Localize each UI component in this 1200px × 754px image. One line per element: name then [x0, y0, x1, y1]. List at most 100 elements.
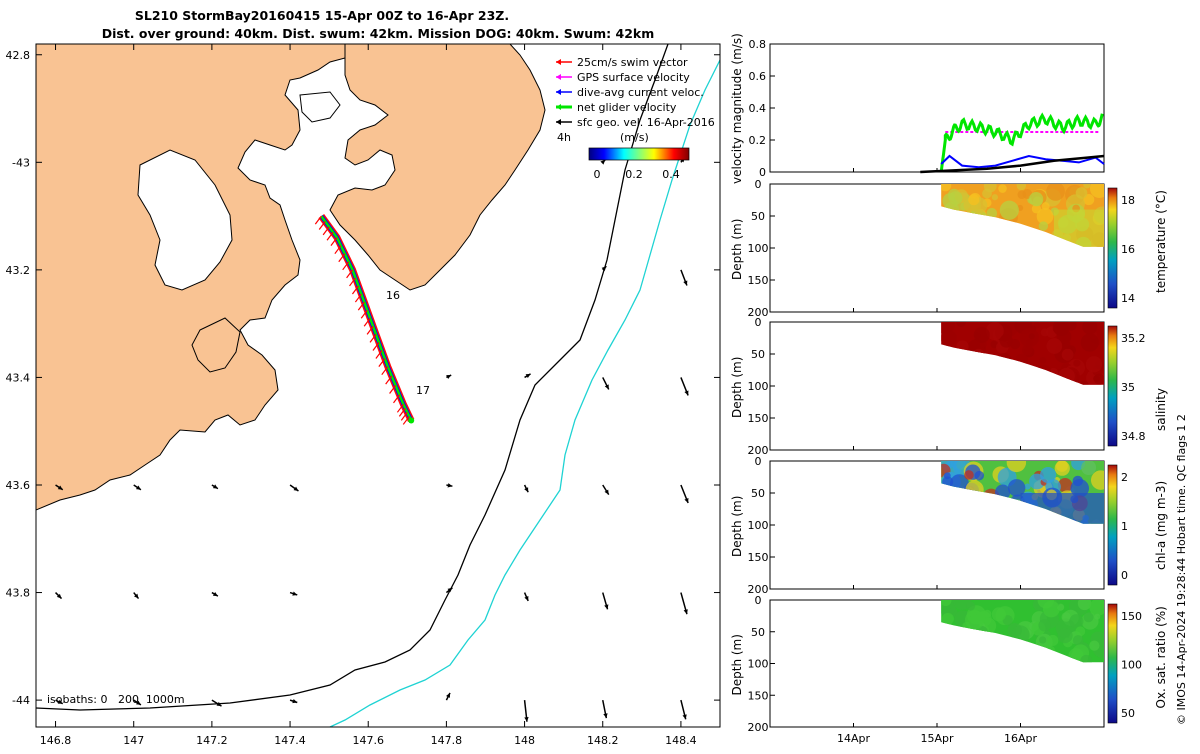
oxygen-cell [1039, 636, 1046, 643]
salinity-cell [1081, 333, 1099, 351]
temperature-colorbar-tick: 14 [1121, 292, 1135, 305]
map-x-tick-label: 148.2 [587, 734, 619, 747]
temperature-cell [968, 194, 979, 205]
title-line-2: Dist. over ground: 40km. Dist. swum: 42k… [102, 26, 655, 41]
note-4h: 4h [557, 131, 571, 144]
salinity-colorbar-tick: 35.2 [1121, 332, 1146, 345]
map-y-tick-label: 43.8 [6, 587, 31, 600]
temperature-cell [982, 189, 992, 199]
map-y-tick-label: -43 [12, 156, 30, 169]
oxygen-y-label: Depth (m) [730, 634, 744, 695]
map-y-tick-label: 43.6 [6, 479, 31, 492]
temperature-cell [940, 180, 952, 192]
isobaths-caption: isobaths: 0 200 1000m [47, 693, 185, 706]
temperature-cell [1042, 202, 1050, 210]
legend-label: net glider velocity [577, 101, 677, 114]
temperature-cell [1029, 192, 1043, 206]
x-tick-label: 16Apr [1004, 732, 1038, 745]
oxygen-cell [966, 602, 975, 611]
temperature-cell [998, 184, 1007, 193]
chl-a-colorbar-tick: 2 [1121, 471, 1128, 484]
salinity-y-tick-label: 100 [748, 380, 769, 393]
temperature-panel: 050100150200Depth (m)141618 temperature (… [730, 178, 1168, 319]
salinity-cell [1073, 360, 1080, 367]
salinity-cell [1029, 333, 1035, 339]
legend-label: 25cm/s swim vector [577, 56, 688, 69]
temperature-cell [949, 191, 963, 205]
velocity-y-tick-label: 0.2 [749, 134, 767, 147]
salinity-cell [974, 327, 990, 343]
oxygen-colorbar-tick: 50 [1121, 707, 1135, 720]
oxygen-cell [1047, 635, 1058, 646]
map-x-tick-label: 147.8 [431, 734, 463, 747]
map-x-tick-label: 148.4 [665, 734, 697, 747]
oxygen-cell [1078, 597, 1092, 611]
temperature-cell [1017, 181, 1026, 190]
map-x-tick-label: 146.8 [40, 734, 72, 747]
oxygen-cell [1094, 614, 1100, 620]
oxygen-cell [1073, 635, 1084, 646]
oxygen-cell [1089, 641, 1099, 651]
chl-a-panel: 050100150200Depth (m)012chl-a (mg m-3) [730, 453, 1168, 596]
chl-a-y-tick-label: 100 [748, 519, 769, 532]
x-tick-label: 15Apr [920, 732, 954, 745]
oxygen-colorbar [1108, 604, 1117, 723]
salinity-cell [1069, 319, 1076, 326]
velocity-frame [770, 44, 1104, 172]
chl-a-cell [1007, 453, 1026, 472]
temperature-cell [1000, 201, 1019, 220]
velocity-panel: 0 0.2 0.4 0.6 0.8 velocity magnitude (m/s) [730, 33, 1104, 184]
oxygen-cell [1057, 628, 1072, 643]
velocity-y-tick-label: 0.8 [749, 38, 767, 51]
salinity-colorbar-label: salinity [1154, 388, 1168, 431]
map-panel: 16 17 146.8 147 147.2 147.4 147.6 147.8 148 148… [6, 44, 721, 747]
salinity-y-tick-label: 50 [751, 348, 765, 361]
oxygen-y-tick-label: 50 [751, 626, 765, 639]
chl-a-cell [1056, 460, 1068, 472]
salinity-cell [1046, 338, 1062, 354]
oxygen-cell [1043, 601, 1060, 618]
colorbar-tick-0: 0 [594, 168, 601, 181]
colorbar-title: (m/s) [620, 131, 649, 144]
salinity-cell [1041, 328, 1049, 336]
chl-a-colorbar-tick: 1 [1121, 520, 1128, 533]
temperature-y-tick-label: 50 [751, 210, 765, 223]
colorbar-tick-1: 0.2 [625, 168, 643, 181]
salinity-cell [1010, 339, 1020, 349]
map-x-tick-label: 147.2 [196, 734, 228, 747]
oxygen-panel: 050100150200Depth (m)50100150 Ox. sat. ra… [730, 591, 1168, 734]
velocity-y-label: velocity magnitude (m/s) [730, 33, 744, 184]
oxygen-cell [1038, 619, 1050, 631]
salinity-panel: 0 50 100 150 200 Depth (m) 34.8 35 35.2 salinity [730, 314, 1168, 457]
salinity-cell [1039, 357, 1046, 364]
temperature-y-tick-label: 0 [755, 178, 762, 191]
chl-a-colorbar-label: chl-a (mg m-3) [1154, 481, 1168, 570]
oxygen-cell [1075, 626, 1085, 636]
temperature-cell [992, 194, 998, 200]
salinity-cell [1093, 375, 1099, 381]
oxygen-y-tick-label: 0 [755, 594, 762, 607]
temperature-cell [1076, 187, 1088, 199]
salinity-cell [1054, 322, 1069, 337]
map-x-tick-label: 147.6 [352, 734, 384, 747]
salinity-cell [956, 317, 966, 327]
chl-a-cell [1091, 470, 1111, 490]
chl-a-y-tick-label: 0 [755, 455, 762, 468]
timeseries-panels: 0 0.2 0.4 0.6 0.8 velocity magnitude (m/s) 0 50… [730, 33, 1168, 745]
oxygen-cell [992, 607, 1006, 621]
oxygen-y-tick-label: 100 [748, 658, 769, 671]
speed-colorbar [589, 148, 689, 160]
temperature-colorbar-label: temperature (°C) [1154, 190, 1168, 293]
salinity-y-tick-label: 0 [755, 316, 762, 329]
colorbar-tick-2: 0.4 [662, 168, 680, 181]
salinity-y-tick-label: 150 [748, 412, 769, 425]
oxygen-y-tick-label: 200 [748, 721, 769, 734]
oxygen-cell [940, 595, 952, 607]
day-label-16: 16 [386, 289, 400, 302]
temperature-y-tick-label: 150 [748, 274, 769, 287]
chl-a-cell [950, 455, 965, 470]
chl-a-cell [964, 470, 974, 480]
oxygen-cell [1069, 614, 1083, 628]
legend-label: dive-avg current veloc. [577, 86, 704, 99]
temperature-y-label: Depth (m) [730, 219, 744, 280]
